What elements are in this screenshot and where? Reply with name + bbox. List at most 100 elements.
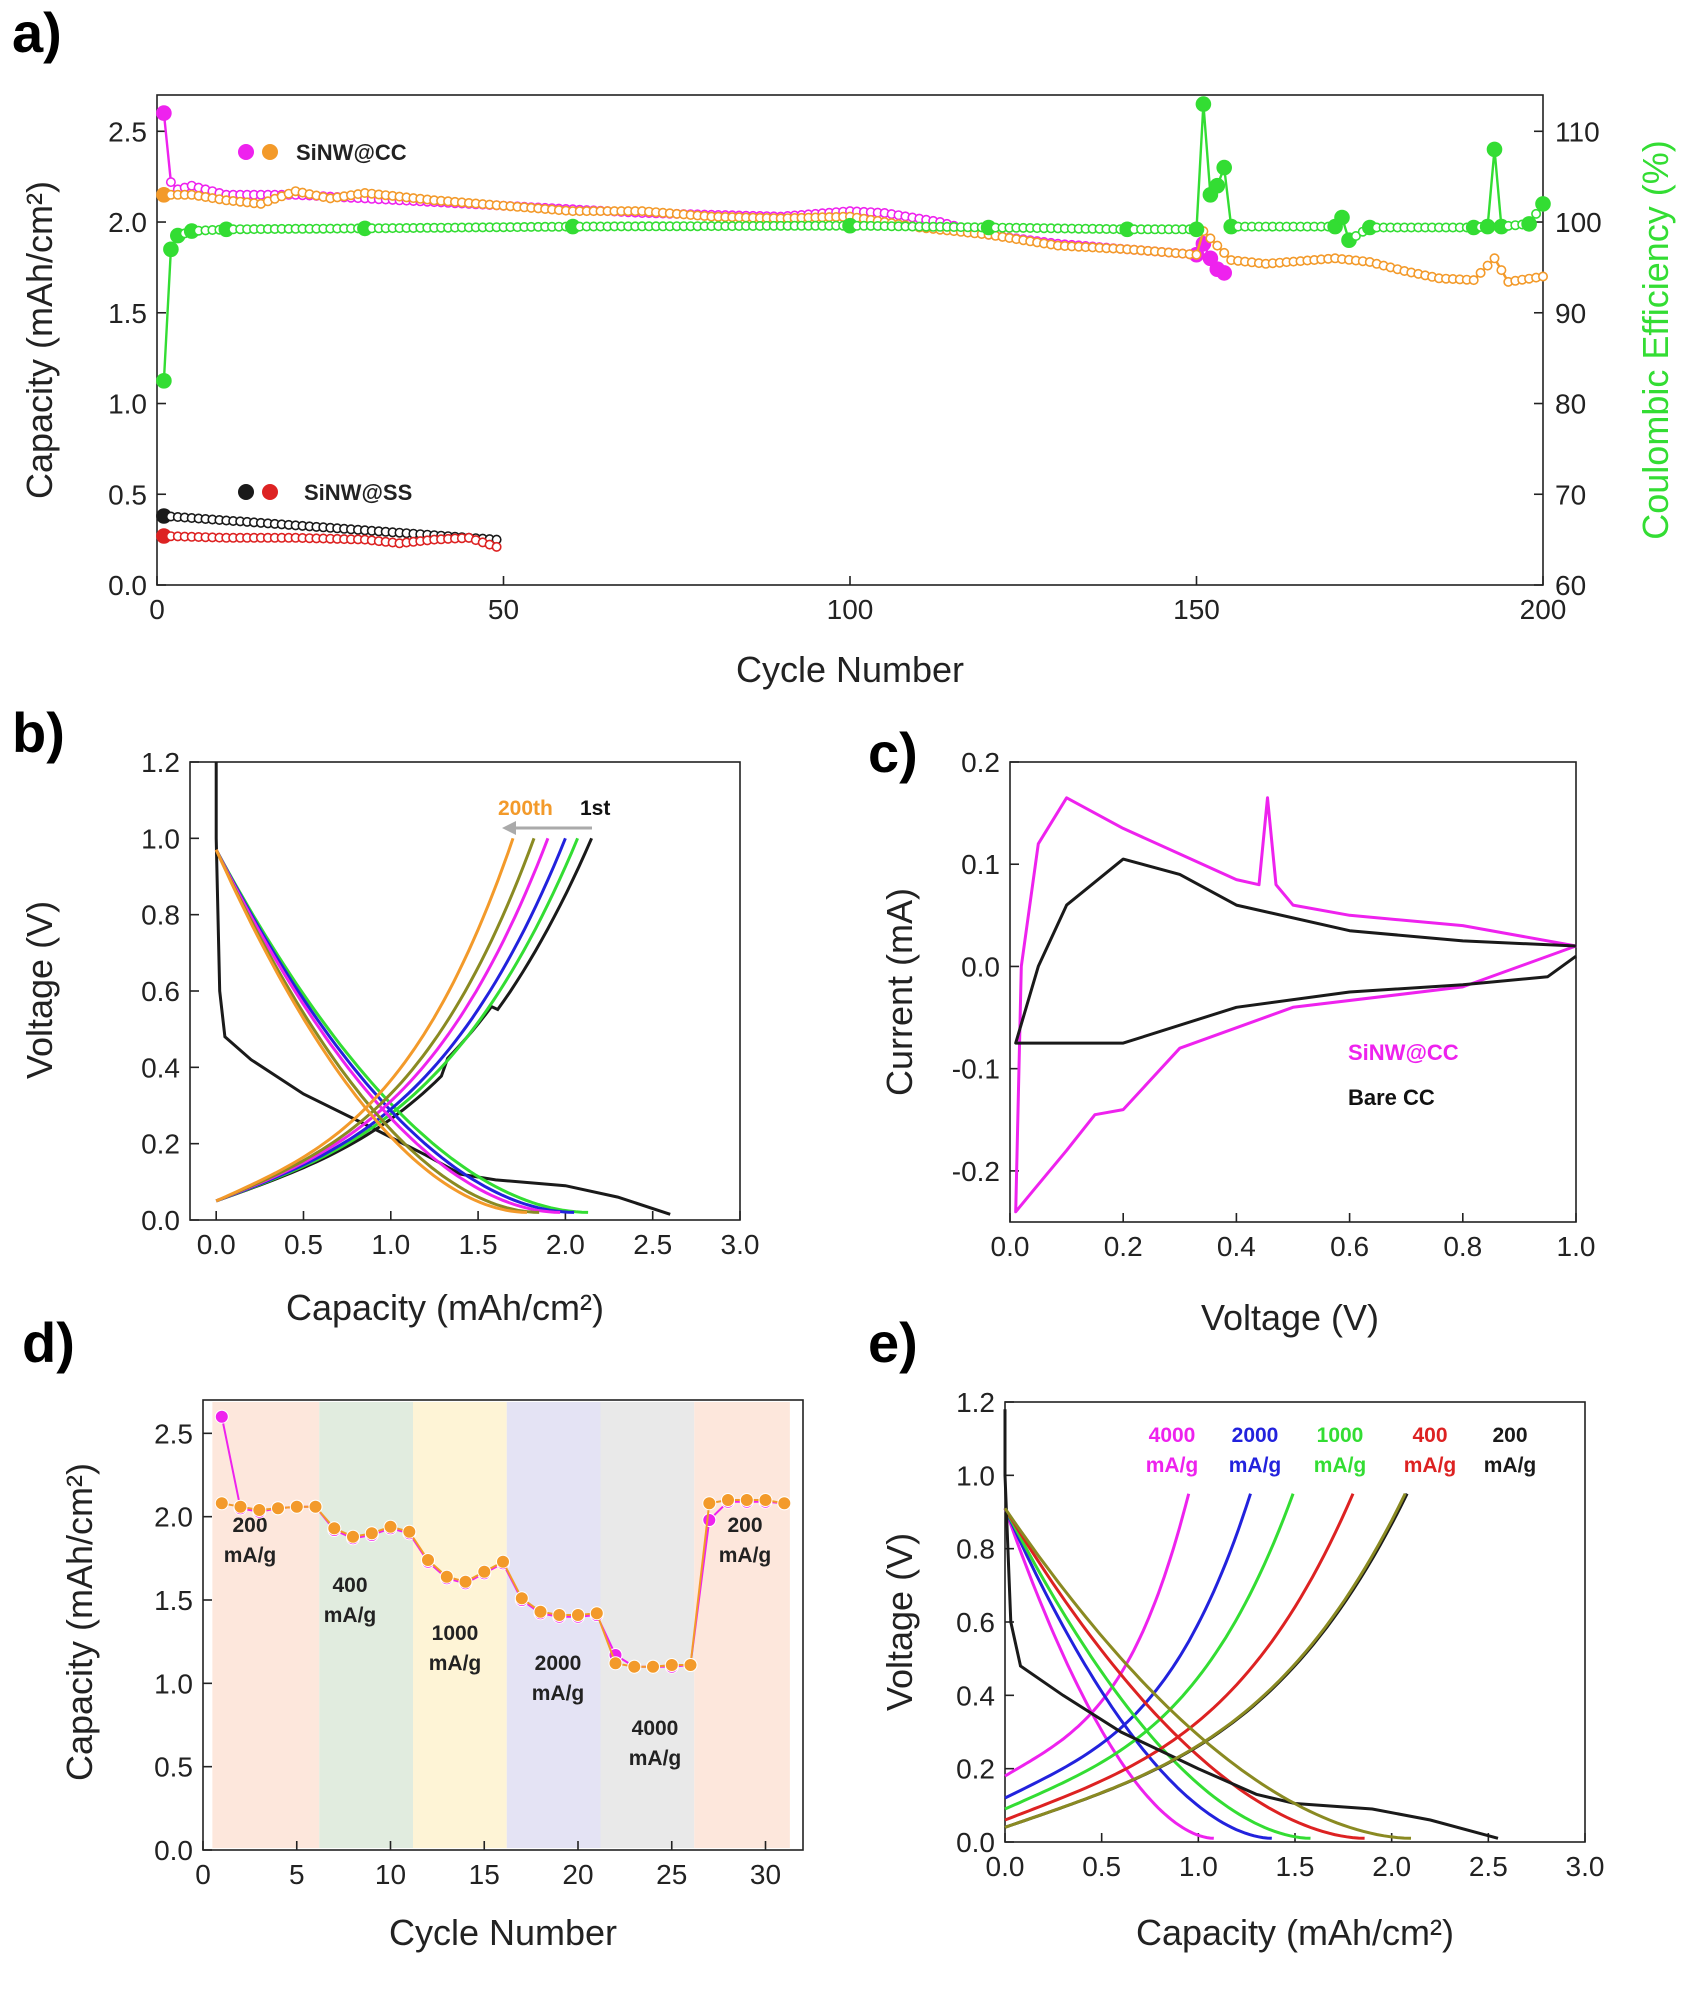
- panel-a-ytick-label: 1.5: [108, 298, 147, 329]
- panel-c-ytick-label: 0.1: [961, 849, 1000, 880]
- rate-point: [383, 1519, 398, 1534]
- data-point: [1468, 275, 1479, 286]
- rate-point: [589, 1606, 604, 1621]
- panel-e: e) 0.0 0.5 1.0 1.5 2.0 2.5 3.0 0.0 0.2 0.4 0.6 0.8 1…: [868, 1311, 1604, 1953]
- charge-curve: [1004, 1493, 1295, 1811]
- charge-curve: [215, 837, 593, 1203]
- panel-a-right-tick-label: 100: [1555, 207, 1602, 238]
- panel-d-xtick-label: 0: [195, 1859, 211, 1890]
- panel-b-ytick-label: 0.4: [141, 1052, 180, 1083]
- rate-label-unit: mA/g: [324, 1604, 377, 1627]
- panel-c-ytick-label: -0.1: [952, 1054, 1000, 1085]
- legend-sinw-cc-cv: SiNW@CC: [1348, 1040, 1459, 1065]
- discharge-curve: [1003, 1507, 1311, 1840]
- legend-ss-red-dot: [262, 484, 278, 500]
- panel-a-xtick-label: 0: [149, 594, 165, 625]
- rate-point: [346, 1529, 360, 1544]
- panel-a-right-tick-label: 60: [1555, 570, 1586, 601]
- cv-curve: [1014, 857, 1577, 1045]
- rate-point: [252, 1503, 267, 1517]
- panel-a-xtick-label: 100: [827, 594, 874, 625]
- panel-c-ytick-label: 0.2: [961, 747, 1000, 778]
- rate-point: [702, 1513, 717, 1527]
- rate-point: [439, 1569, 454, 1584]
- panel-b-xtick-label: 2.5: [633, 1229, 672, 1260]
- panel-a-xtick-label: 150: [1173, 594, 1220, 625]
- panel-e-ytick-label: 1.0: [956, 1460, 995, 1491]
- panel-c-xtick-label: 0.6: [1330, 1231, 1369, 1262]
- rate-point: [214, 1409, 229, 1424]
- panel-a-ytick-label: 0.0: [108, 570, 147, 601]
- panel-e-y-label: Voltage (V): [879, 1533, 920, 1711]
- rate-point: [533, 1604, 548, 1619]
- panel-c-xtick-label: 1.0: [1557, 1231, 1596, 1262]
- rate-label-unit: mA/g: [1484, 1454, 1537, 1477]
- panel-c: c) 0.0 0.2 0.4 0.6 0.8 1.0 -0.2 -0.1 0.0 0.1 0.2 S…: [868, 721, 1595, 1338]
- panel-d-letter: d): [22, 1311, 75, 1374]
- rate-point: [496, 1554, 510, 1569]
- panel-e-letter: e): [868, 1311, 918, 1374]
- data-point: [1489, 253, 1500, 264]
- data-point: [1216, 159, 1232, 176]
- data-point: [1521, 216, 1537, 232]
- panel-e-ytick-label: 0.2: [956, 1754, 995, 1785]
- panel-b-letter: b): [12, 701, 65, 764]
- panel-d-ytick-label: 0.0: [154, 1835, 193, 1866]
- rate-point: [402, 1524, 417, 1539]
- rate-label: 2000: [535, 1652, 582, 1675]
- data-point: [1535, 196, 1551, 212]
- discharge-curve: [1003, 1507, 1412, 1840]
- panel-d-frame: [202, 1399, 804, 1851]
- rate-point: [646, 1659, 660, 1674]
- panel-a-xtick-label: 200: [1520, 594, 1567, 625]
- annotation-200th: 200th: [498, 797, 553, 820]
- panel-e-xtick-label: 0.0: [986, 1851, 1025, 1882]
- discharge-curve: [214, 849, 528, 1214]
- rate-point: [739, 1493, 754, 1507]
- rate-point: [289, 1499, 304, 1514]
- legend-ss-black-dot: [238, 484, 254, 500]
- panel-b-ytick-label: 0.6: [141, 976, 180, 1007]
- rate-point: [271, 1501, 285, 1516]
- rate-point: [664, 1658, 679, 1672]
- panel-b-ytick-label: 0.8: [141, 900, 180, 931]
- charge-curve: [1004, 1493, 1191, 1778]
- rate-region: [413, 1402, 507, 1848]
- panel-d-x-label: Cycle Number: [389, 1912, 617, 1953]
- panel-e-xtick-label: 2.5: [1469, 1851, 1508, 1882]
- data-point: [1334, 209, 1350, 226]
- panel-e-xtick-label: 1.0: [1179, 1851, 1218, 1882]
- rate-region: [600, 1402, 695, 1848]
- panel-d-xtick-label: 30: [750, 1859, 781, 1890]
- panel-a-ytick-label: 0.5: [108, 479, 147, 510]
- data-point: [491, 541, 502, 552]
- rate-region: [212, 1402, 320, 1848]
- panel-b-xtick-label: 3.0: [721, 1229, 760, 1260]
- panel-d-xtick-label: 25: [656, 1859, 687, 1890]
- rate-point: [777, 1496, 792, 1511]
- rate-label-unit: mA/g: [429, 1652, 482, 1675]
- rate-point: [458, 1574, 473, 1589]
- panel-a-right-tick-label: 90: [1555, 298, 1586, 329]
- panel-c-xtick-label: 0.0: [991, 1231, 1030, 1262]
- data-point: [1479, 218, 1496, 235]
- rate-region: [319, 1402, 413, 1848]
- data-point: [1538, 271, 1549, 282]
- panel-b-xtick-label: 0.5: [284, 1229, 323, 1260]
- annotation-1st: 1st: [580, 797, 610, 820]
- rate-point: [702, 1496, 717, 1511]
- panel-d-y-label: Capacity (mAh/cm²): [59, 1463, 100, 1781]
- rate-point: [571, 1608, 585, 1622]
- rate-point: [721, 1493, 735, 1507]
- data-point: [1195, 96, 1212, 112]
- rate-point: [608, 1656, 623, 1671]
- panel-e-ytick-label: 0.8: [956, 1534, 995, 1565]
- panel-c-frame: [1009, 761, 1577, 1223]
- discharge-curve: [1003, 1507, 1272, 1840]
- data-point: [165, 177, 176, 188]
- data-point: [1219, 247, 1230, 258]
- panel-d-xtick-label: 20: [562, 1859, 593, 1890]
- rate-label-unit: mA/g: [224, 1544, 277, 1567]
- arrow-head-icon: [502, 821, 516, 835]
- rate-point: [514, 1591, 529, 1606]
